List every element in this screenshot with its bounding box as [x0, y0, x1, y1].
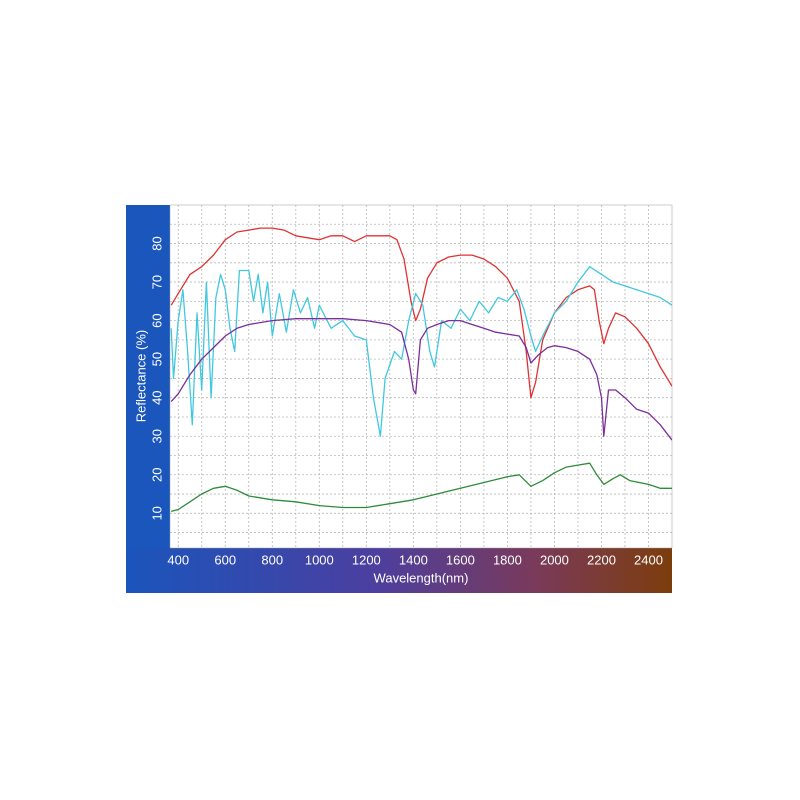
x-tick-label: 2000: [540, 552, 569, 567]
x-tick-label: 1400: [399, 552, 428, 567]
x-tick-label: 2200: [587, 552, 616, 567]
x-tick-label: 400: [167, 552, 189, 567]
x-tick-label: 600: [214, 552, 236, 567]
y-tick-label: 10: [149, 506, 164, 520]
y-tick-label: 60: [149, 313, 164, 327]
plot-area: [169, 204, 673, 549]
y-axis-label: Reflectance (%): [133, 330, 148, 422]
y-tick-label: 40: [149, 390, 164, 404]
spectrum-line: [170, 266, 672, 437]
y-tick-label: 20: [149, 468, 164, 482]
spectrum-line: [171, 462, 672, 513]
spectrum-line: [170, 227, 672, 399]
spectrum-line: [170, 318, 672, 441]
x-tick-label: 2400: [634, 552, 663, 567]
x-tick-label: 1600: [446, 552, 475, 567]
x-tick-label: 800: [261, 552, 283, 567]
x-axis-label: Wavelength(nm): [374, 570, 469, 585]
x-axis-band: [126, 548, 672, 593]
y-axis-band: [126, 205, 170, 593]
y-tick-label: 30: [149, 429, 164, 443]
y-tick-label: 50: [149, 352, 164, 366]
x-tick-label: 1800: [493, 552, 522, 567]
x-tick-label: 1000: [305, 552, 334, 567]
y-tick-label: 80: [149, 236, 164, 250]
x-tick-label: 1200: [352, 552, 381, 567]
y-tick-label: 70: [149, 275, 164, 289]
